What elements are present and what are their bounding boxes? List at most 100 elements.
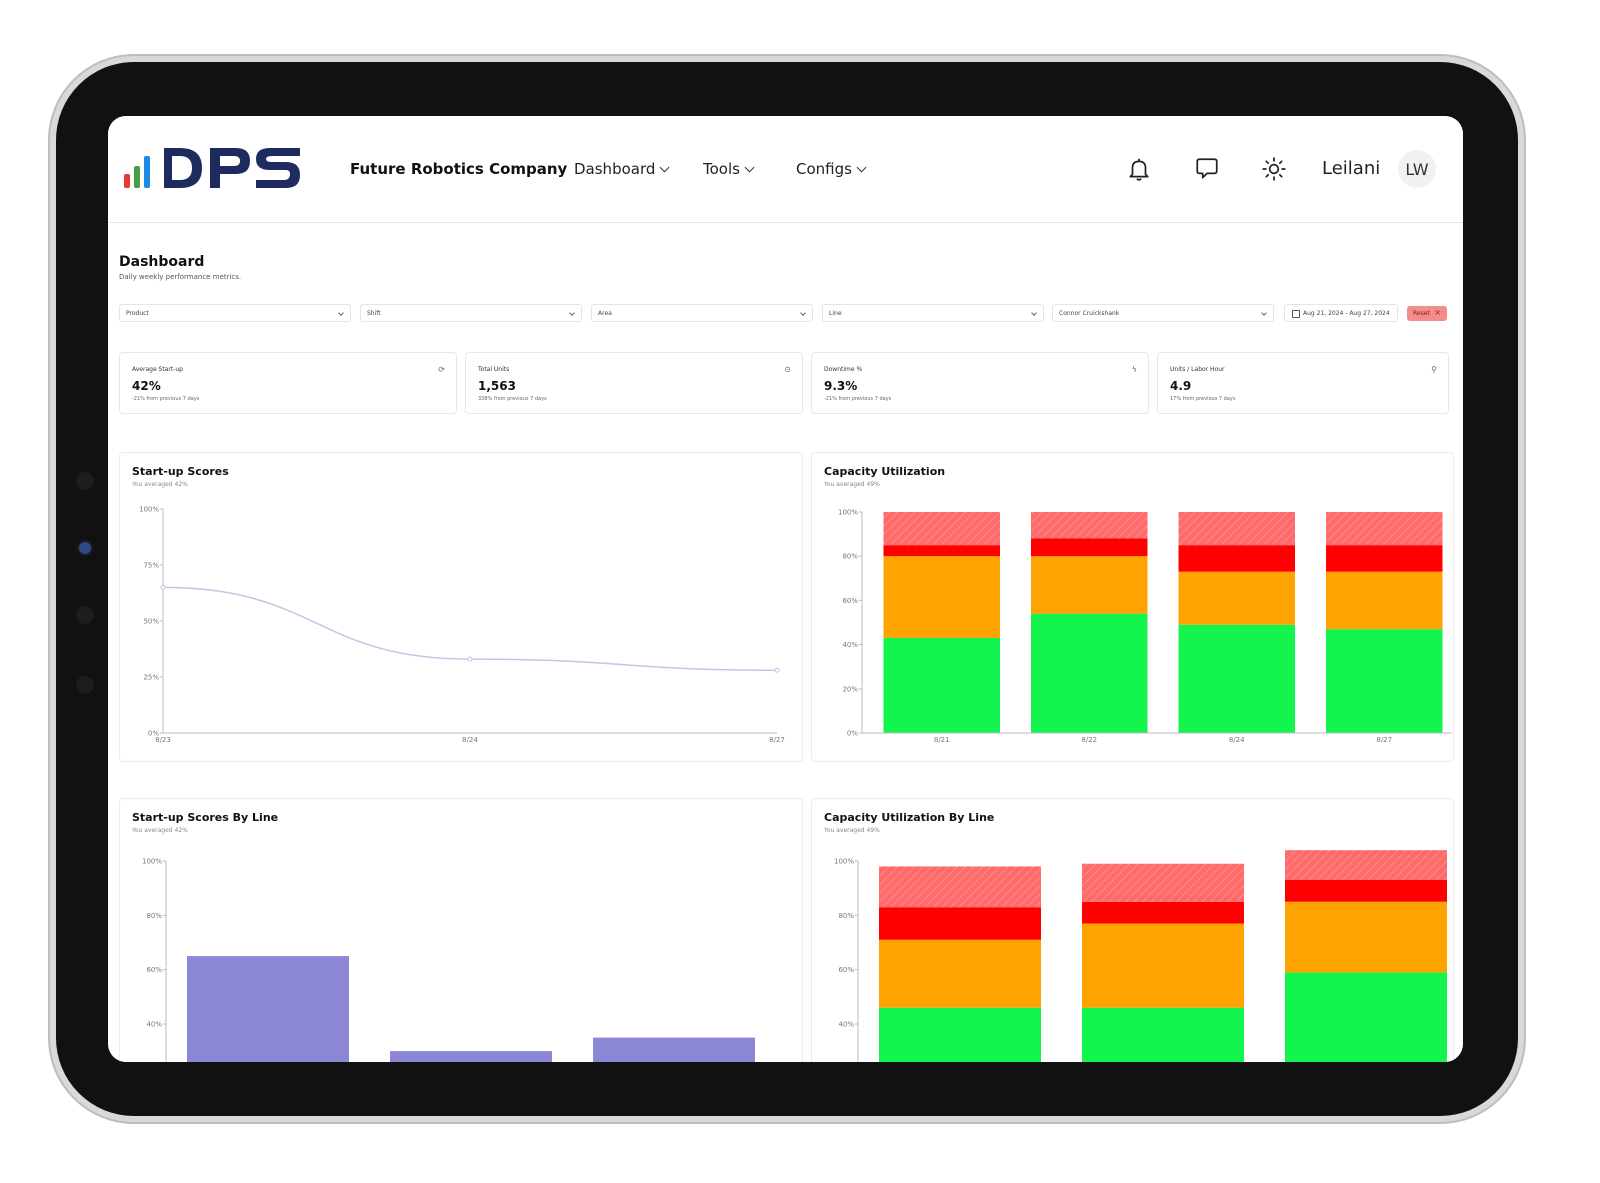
kpi-total-units: Total Units 1,563 338% from previous 7 d…: [465, 352, 803, 414]
x-tick-label: 8/21: [934, 736, 950, 744]
nav-dashboard-label: Dashboard: [574, 160, 656, 178]
chart-subtitle: You averaged 42%: [132, 481, 188, 488]
bar-segment: [1285, 972, 1447, 1062]
y-tick-label: 0%: [847, 730, 858, 738]
kpi-label: Downtime %: [824, 366, 863, 373]
chart-title: Start-up Scores By Line: [132, 811, 279, 824]
x-tick-label: 8/27: [1376, 736, 1392, 744]
bar-segment: [1178, 545, 1295, 572]
y-tick-label: 60%: [842, 597, 858, 605]
kpi-value: 42%: [132, 379, 161, 393]
chevron-down-icon: [659, 162, 670, 173]
chart-title: Start-up Scores: [132, 465, 229, 478]
y-tick-label: 100%: [142, 858, 162, 866]
bar-segment: [1082, 1007, 1244, 1062]
refresh-icon: ⟳: [438, 365, 445, 374]
reset-button[interactable]: Reset ×: [1407, 306, 1447, 321]
kpi-change: -21% from previous 7 days: [132, 396, 200, 402]
chart-subtitle: You averaged 49%: [824, 481, 880, 488]
avatar[interactable]: LW: [1398, 150, 1436, 188]
chevron-down-icon: [569, 310, 575, 316]
y-tick-label: 0%: [148, 730, 159, 738]
chat-icon[interactable]: [1194, 156, 1220, 182]
capacity-utilization-by-line-chart: 40% 60% 80% 100%: [834, 850, 1447, 1062]
user-name[interactable]: Leilani: [1322, 158, 1381, 179]
bar-segment: [1178, 624, 1295, 733]
company-name[interactable]: Future Robotics Company: [350, 160, 568, 178]
chevron-down-icon: [1031, 310, 1037, 316]
bar-segment: [1031, 556, 1148, 614]
bar-segment: [1082, 863, 1244, 902]
page-title: Dashboard: [119, 254, 205, 270]
date-range-picker[interactable]: Aug 21, 2024 - Aug 27, 2024: [1284, 304, 1398, 322]
kpi-value: 4.9: [1170, 379, 1192, 393]
bar-segment: [1082, 923, 1244, 1008]
bar-segment: [883, 545, 1000, 557]
bar-segment: [1031, 512, 1148, 539]
kpi-downtime: Downtime % 9.3% -21% from previous 7 day…: [811, 352, 1149, 414]
bar-segment: [1031, 613, 1148, 733]
y-tick-label: 75%: [143, 562, 159, 570]
bar-segment: [879, 939, 1041, 1008]
person-select-value: Connor Cruickshank: [1059, 310, 1120, 317]
bar-segment: [1178, 512, 1295, 546]
bell-icon[interactable]: [1126, 156, 1152, 182]
bar-segment: [883, 512, 1000, 546]
chart-title: Capacity Utilization: [824, 465, 946, 478]
startup-scores-chart: 0% 25% 50% 75% 100% 8/23 8/24 8/27: [139, 506, 785, 745]
x-tick-label: 8/23: [155, 736, 171, 744]
bar-segment: [1326, 545, 1443, 572]
y-tick-label: 100%: [139, 506, 159, 514]
nav-tools[interactable]: Tools: [703, 160, 755, 178]
bar-segment: [1285, 850, 1447, 881]
line-select[interactable]: Line: [822, 304, 1044, 322]
data-point: [774, 667, 780, 673]
bar: [593, 1037, 755, 1062]
y-tick-label: 80%: [842, 553, 858, 561]
y-tick-label: 100%: [834, 858, 854, 866]
user-icon: ⚲: [1431, 365, 1437, 374]
startup-scores-by-line-card: Start-up Scores By Line You averaged 42%…: [119, 798, 803, 1062]
tablet-side-sensors: [76, 472, 94, 746]
area-select[interactable]: Area: [591, 304, 813, 322]
y-tick-label: 100%: [838, 509, 858, 517]
bar-segment: [1326, 512, 1443, 546]
x-tick-label: 8/22: [1081, 736, 1097, 744]
date-range-value: Aug 21, 2024 - Aug 27, 2024: [1303, 310, 1390, 317]
capacity-utilization-card: Capacity Utilization You averaged 49% 0%…: [811, 452, 1454, 762]
x-tick-label: 8/24: [462, 736, 478, 744]
sun-icon[interactable]: [1261, 156, 1287, 182]
nav-dashboard[interactable]: Dashboard: [574, 160, 670, 178]
shift-select[interactable]: Shift: [360, 304, 582, 322]
bar-segment: [1031, 538, 1148, 557]
nav-configs[interactable]: Configs: [796, 160, 867, 178]
nav-tools-label: Tools: [703, 160, 740, 178]
reset-button-label: Reset: [1413, 310, 1430, 317]
product-select[interactable]: Product: [119, 304, 351, 322]
y-tick-label: 20%: [842, 685, 858, 693]
bar-segment: [1285, 880, 1447, 902]
bar-segment: [1326, 629, 1443, 733]
chevron-down-icon: [338, 310, 344, 316]
y-tick-label: 80%: [838, 912, 854, 920]
top-nav-bar: Future Robotics Company Dashboard Tools …: [108, 116, 1463, 223]
kpi-change: -21% from previous 7 days: [824, 396, 892, 402]
kpi-label: Units / Labor Hour: [1170, 366, 1225, 373]
bar-segment: [1178, 571, 1295, 625]
kpi-value: 1,563: [478, 379, 516, 393]
bar-segment: [1082, 901, 1244, 924]
chart-subtitle: You averaged 49%: [824, 827, 880, 834]
y-tick-label: 60%: [838, 966, 854, 974]
x-tick-label: 8/27: [769, 736, 785, 744]
kpi-label: Average Start-up: [132, 366, 183, 373]
capacity-utilization-chart: 0% 20% 40% 60% 80% 100% 8/21 8/22 8/24 8/27: [838, 509, 1452, 744]
person-select[interactable]: Connor Cruickshank: [1052, 304, 1274, 322]
bar-segment: [883, 637, 1000, 733]
bar-segment: [879, 907, 1041, 940]
bar-segment: [879, 1007, 1041, 1062]
y-tick-label: 25%: [143, 674, 159, 682]
page-subtitle: Daily weekly performance metrics.: [119, 273, 242, 281]
kpi-label: Total Units: [478, 366, 510, 373]
line-select-value: Line: [829, 310, 842, 317]
data-point: [467, 656, 473, 662]
